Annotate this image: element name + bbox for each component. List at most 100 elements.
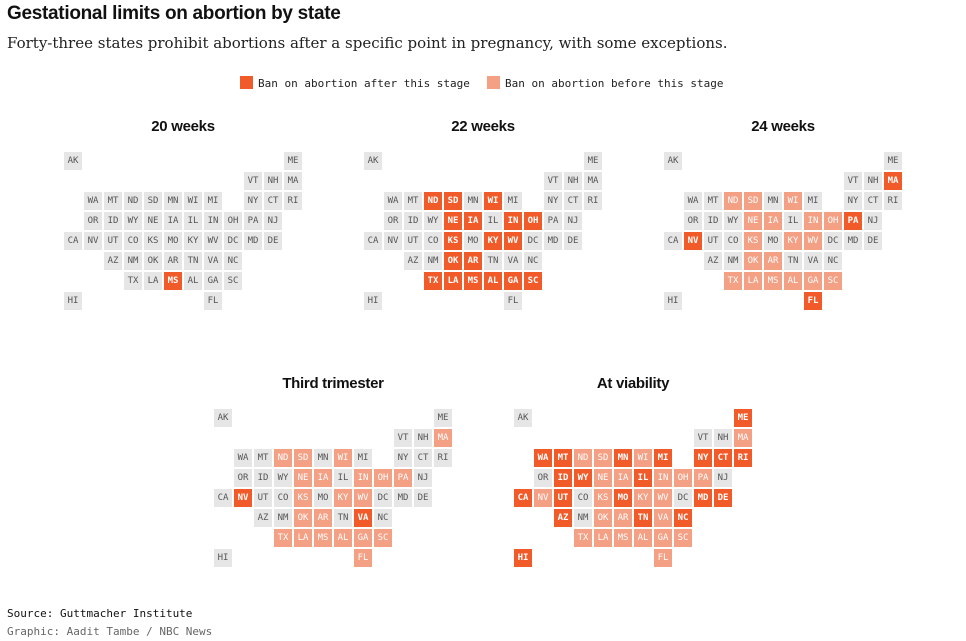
- state-tile-ia: IA: [164, 212, 182, 230]
- state-tile-ar: AR: [614, 509, 632, 527]
- state-tile-ks: KS: [444, 232, 462, 250]
- state-tile-va: VA: [354, 509, 372, 527]
- state-tile-ky: KY: [634, 489, 652, 507]
- state-tile-ak: AK: [64, 152, 82, 170]
- state-tile-ia: IA: [764, 212, 782, 230]
- state-tile-tx: TX: [574, 529, 592, 547]
- state-tile-nj: NJ: [264, 212, 282, 230]
- state-tile-ms: MS: [764, 272, 782, 290]
- state-tile-id: ID: [704, 212, 722, 230]
- state-tile-tn: TN: [334, 509, 352, 527]
- state-tile-ut: UT: [254, 489, 272, 507]
- state-tile-wy: WY: [424, 212, 442, 230]
- state-tile-ms: MS: [464, 272, 482, 290]
- state-tile-al: AL: [484, 272, 502, 290]
- state-tile-hi: HI: [64, 292, 82, 310]
- state-tile-me: ME: [584, 152, 602, 170]
- state-tile-ny: NY: [694, 449, 712, 467]
- state-tile-vt: VT: [244, 172, 262, 190]
- state-tile-al: AL: [634, 529, 652, 547]
- state-tile-ok: OK: [444, 252, 462, 270]
- state-tile-mi: MI: [204, 192, 222, 210]
- state-tile-tn: TN: [634, 509, 652, 527]
- state-tile-ri: RI: [284, 192, 302, 210]
- state-tile-mi: MI: [654, 449, 672, 467]
- state-tile-nv: NV: [534, 489, 552, 507]
- state-tile-md: MD: [544, 232, 562, 250]
- state-tile-ut: UT: [104, 232, 122, 250]
- state-tile-ks: KS: [594, 489, 612, 507]
- state-tile-mo: MO: [164, 232, 182, 250]
- state-tile-nm: NM: [424, 252, 442, 270]
- state-tile-ri: RI: [584, 192, 602, 210]
- state-tile-in: IN: [504, 212, 522, 230]
- legend-label-before: Ban on abortion before this stage: [505, 77, 724, 90]
- state-tile-md: MD: [844, 232, 862, 250]
- state-tile-sc: SC: [824, 272, 842, 290]
- state-tile-ct: CT: [414, 449, 432, 467]
- chart-title: Gestational limits on abortion by state: [7, 3, 341, 24]
- state-tile-nj: NJ: [414, 469, 432, 487]
- state-tile-ok: OK: [594, 509, 612, 527]
- state-tile-va: VA: [504, 252, 522, 270]
- state-tile-nd: ND: [424, 192, 442, 210]
- state-tile-ny: NY: [394, 449, 412, 467]
- graphic-credit: Graphic: Aadit Tambe / NBC News: [7, 625, 213, 638]
- state-tile-wa: WA: [384, 192, 402, 210]
- state-tile-ct: CT: [864, 192, 882, 210]
- state-tile-ky: KY: [334, 489, 352, 507]
- state-tile-al: AL: [784, 272, 802, 290]
- state-tile-nv: NV: [84, 232, 102, 250]
- state-tile-wy: WY: [274, 469, 292, 487]
- state-tile-sc: SC: [224, 272, 242, 290]
- state-tile-ar: AR: [464, 252, 482, 270]
- state-tile-nc: NC: [674, 509, 692, 527]
- state-tile-tn: TN: [784, 252, 802, 270]
- legend-item-before: Ban on abortion before this stage: [487, 76, 724, 91]
- state-tile-ut: UT: [404, 232, 422, 250]
- state-tile-ar: AR: [164, 252, 182, 270]
- state-tile-ga: GA: [654, 529, 672, 547]
- state-tile-dc: DC: [824, 232, 842, 250]
- state-tile-id: ID: [554, 469, 572, 487]
- state-tile-mt: MT: [554, 449, 572, 467]
- state-tile-ak: AK: [514, 409, 532, 427]
- state-tile-nh: NH: [564, 172, 582, 190]
- state-tile-ca: CA: [64, 232, 82, 250]
- state-tile-in: IN: [354, 469, 372, 487]
- state-tile-il: IL: [784, 212, 802, 230]
- state-tile-nc: NC: [824, 252, 842, 270]
- state-tile-or: OR: [234, 469, 252, 487]
- state-tile-me: ME: [884, 152, 902, 170]
- state-tile-oh: OH: [674, 469, 692, 487]
- state-tile-pa: PA: [244, 212, 262, 230]
- state-tile-nd: ND: [274, 449, 292, 467]
- state-tile-ga: GA: [354, 529, 372, 547]
- state-tile-id: ID: [404, 212, 422, 230]
- state-tile-tx: TX: [424, 272, 442, 290]
- state-tile-nh: NH: [414, 429, 432, 447]
- state-tile-ga: GA: [204, 272, 222, 290]
- state-tile-or: OR: [534, 469, 552, 487]
- state-tile-az: AZ: [554, 509, 572, 527]
- state-tile-nc: NC: [524, 252, 542, 270]
- state-tile-la: LA: [144, 272, 162, 290]
- state-tile-wv: WV: [204, 232, 222, 250]
- state-tile-il: IL: [184, 212, 202, 230]
- state-tile-sc: SC: [524, 272, 542, 290]
- state-tile-or: OR: [84, 212, 102, 230]
- state-tile-mo: MO: [614, 489, 632, 507]
- state-tile-ar: AR: [314, 509, 332, 527]
- state-tile-vt: VT: [844, 172, 862, 190]
- state-tile-co: CO: [724, 232, 742, 250]
- state-tile-wv: WV: [654, 489, 672, 507]
- state-tile-me: ME: [284, 152, 302, 170]
- state-tile-ky: KY: [184, 232, 202, 250]
- state-tile-ar: AR: [764, 252, 782, 270]
- state-tile-ny: NY: [244, 192, 262, 210]
- state-tile-co: CO: [274, 489, 292, 507]
- state-tile-wa: WA: [684, 192, 702, 210]
- state-tile-il: IL: [634, 469, 652, 487]
- state-tile-ut: UT: [704, 232, 722, 250]
- source-note: Source: Guttmacher Institute: [7, 607, 193, 620]
